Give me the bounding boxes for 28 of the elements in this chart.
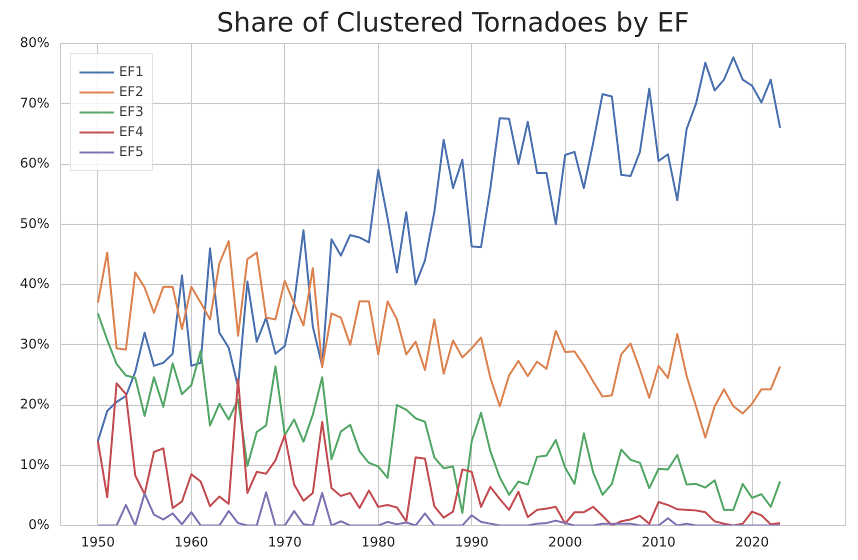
- y-tick-label: 70%: [20, 96, 50, 112]
- x-tick-label: 1970: [268, 536, 302, 550]
- x-tick-label: 1960: [174, 536, 208, 550]
- y-tick-label: 10%: [20, 458, 50, 473]
- x-tick-label: 2020: [735, 536, 770, 550]
- x-tick-label: 1950: [80, 536, 115, 550]
- y-tick-label: 0%: [28, 518, 50, 533]
- line-series: [96, 491, 782, 526]
- y-tick-label: 20%: [20, 398, 50, 412]
- y-tick-label: 50%: [20, 216, 50, 232]
- y-tick-label: 80%: [20, 36, 50, 51]
- x-tick-label: 2010: [642, 536, 676, 550]
- y-tick-label: 60%: [20, 156, 50, 172]
- legend-label: EF2: [119, 84, 144, 100]
- legend-label: EF1: [119, 64, 144, 80]
- line-series: [96, 378, 782, 526]
- x-tick-label: 1980: [361, 536, 396, 550]
- line-series: [96, 56, 782, 442]
- y-tick-label: 30%: [20, 337, 50, 352]
- x-tick-label: 1990: [454, 536, 489, 550]
- line-series: [96, 240, 782, 439]
- y-tick-label: 40%: [20, 277, 50, 292]
- legend-label: EF5: [119, 144, 144, 160]
- legend-label: EF3: [119, 104, 144, 120]
- legend-label: EF4: [119, 124, 144, 140]
- line-series: [96, 312, 782, 514]
- chart-title: Share of Clustered Tornadoes by EF: [216, 8, 690, 38]
- x-tick-label: 2000: [548, 536, 582, 550]
